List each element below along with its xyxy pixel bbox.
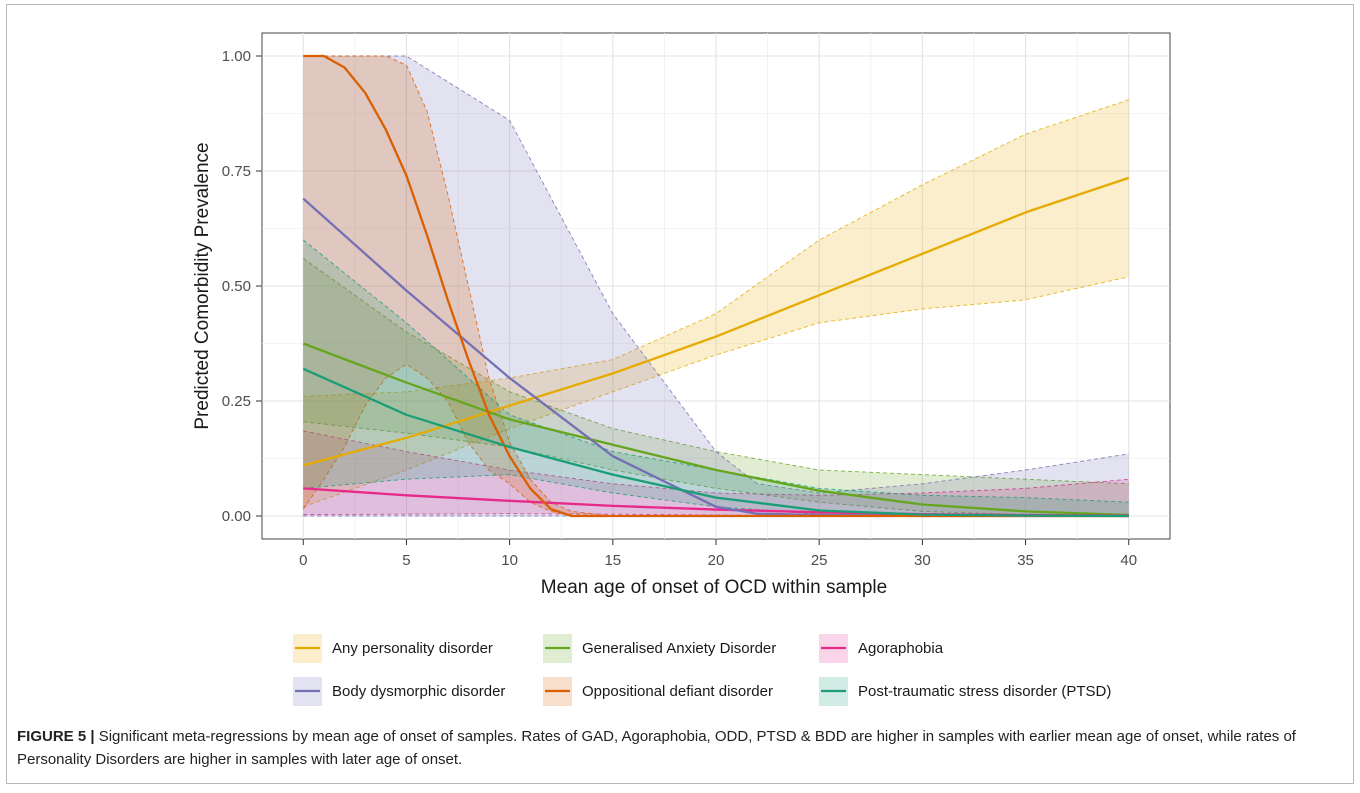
x-tick-label: 20 — [708, 552, 725, 569]
band-agoraphobia — [303, 430, 1129, 516]
y-tick-label: 0.50 — [222, 278, 251, 295]
caption-text: Significant meta-regressions by mean age… — [17, 728, 1296, 768]
y-axis: 0.00 0.25 0.50 0.75 1.00 — [222, 48, 262, 525]
legend-label-agoraphobia: Agoraphobia — [858, 640, 944, 657]
y-axis-label: Predicted Comorbidity Prevalence — [192, 142, 213, 429]
legend-label-generalised-anxiety-disorder: Generalised Anxiety Disorder — [582, 640, 776, 657]
legend-label-body-dysmorphic-disorder: Body dysmorphic disorder — [332, 683, 505, 700]
x-tick-label: 10 — [501, 552, 518, 569]
x-tick-label: 15 — [604, 552, 621, 569]
x-tick-label: 25 — [811, 552, 828, 569]
line-post-traumatic-stress-disorder-ptsd — [302, 367, 1129, 518]
band-generalised-anxiety-disorder — [303, 258, 1129, 516]
line-oppositional-defiant-disorder — [303, 54, 1129, 518]
y-tick-label: 0.75 — [222, 163, 251, 180]
chart: 0 5 10 15 20 25 30 35 40 0.00 0.25 0.50 0.75 1.00 Me… — [192, 32, 1171, 706]
band-upper-generalised-anxiety-disorder — [303, 258, 1129, 485]
legend-label-oppositional-defiant-disorder: Oppositional defiant disorder — [582, 683, 773, 700]
caption-label: FIGURE 5 | — [17, 728, 95, 745]
band-upper-agoraphobia — [303, 430, 1129, 496]
band-upper-body-dysmorphic-disorder — [303, 55, 1129, 494]
grid — [262, 33, 1170, 539]
line-any-personality-disorder — [302, 176, 1130, 467]
band-upper-oppositional-defiant-disorder — [303, 55, 1129, 517]
series-lines — [302, 54, 1130, 518]
x-tick-label: 35 — [1017, 552, 1034, 569]
x-axis: 0 5 10 15 20 25 30 35 40 — [299, 539, 1137, 569]
y-tick-label: 1.00 — [222, 48, 251, 65]
band-upper-any-personality-disorder — [303, 99, 1129, 397]
x-tick-label: 40 — [1120, 552, 1137, 569]
band-lower-oppositional-defiant-disorder — [302, 363, 1129, 517]
legend-label-any-personality-disorder: Any personality disorder — [332, 640, 493, 657]
x-tick-label: 30 — [914, 552, 931, 569]
line-generalised-anxiety-disorder — [302, 342, 1129, 517]
band-oppositional-defiant-disorder — [303, 56, 1129, 516]
figure-frame — [6, 4, 1354, 784]
x-tick-label: 5 — [402, 552, 410, 569]
figure-caption: FIGURE 5 | Significant meta-regressions … — [17, 725, 1342, 771]
legend-label-post-traumatic-stress-disorder-ptsd: Post-traumatic stress disorder (PTSD) — [858, 683, 1111, 700]
y-tick-label: 0.00 — [222, 508, 251, 525]
y-tick-label: 0.25 — [222, 393, 251, 410]
x-tick-label: 0 — [299, 552, 307, 569]
band-lower-any-personality-disorder — [303, 276, 1129, 508]
band-lower-generalised-anxiety-disorder — [303, 421, 1129, 517]
band-body-dysmorphic-disorder — [303, 56, 1129, 516]
legend: Any personality disorder Generalised Anxi… — [293, 634, 1111, 706]
x-axis-label: Mean age of onset of OCD within sample — [541, 577, 887, 598]
